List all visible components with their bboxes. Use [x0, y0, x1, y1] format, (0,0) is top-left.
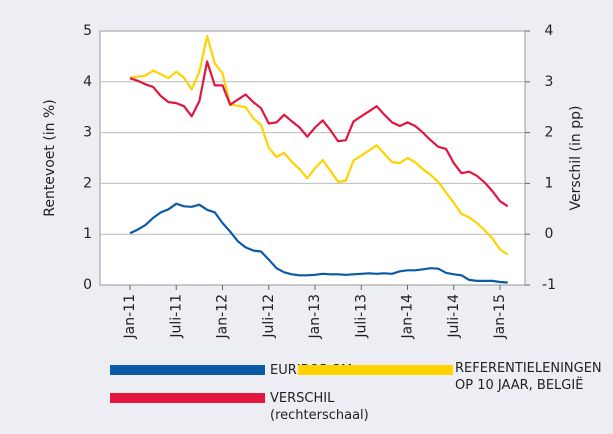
legend-label: VERSCHIL (rechterschaal) [270, 391, 369, 423]
y-tick-label: 5 [83, 23, 92, 39]
legend-label: REFERENTIELENINGEN OP 10 JAAR, BELGIË [455, 361, 602, 393]
x-tick-label: Juli-12 [261, 294, 277, 339]
y2-tick-label: 4 [545, 23, 554, 39]
x-tick-label: Juli-13 [353, 294, 369, 339]
series-line [129, 202, 508, 284]
y-tick-label: 3 [83, 125, 92, 141]
y2-tick-label: 3 [545, 74, 554, 90]
x-tick-label: Jan-13 [307, 294, 323, 339]
legend-swatch [110, 365, 265, 375]
legend-swatch [110, 393, 265, 403]
x-tick-label: Juli-11 [168, 294, 184, 339]
y2-axis-title: Verschil (in pp) [568, 106, 584, 211]
x-tick-label: Jan-12 [215, 294, 231, 339]
legend-swatch [298, 365, 453, 375]
y-tick-label: 4 [83, 74, 92, 90]
y2-tick-label: 2 [545, 125, 554, 141]
plot-area [99, 30, 526, 286]
x-tick-label: Jan-14 [400, 294, 416, 340]
y2-tick-label: 1 [545, 175, 554, 191]
x-tick-label: Jan-11 [122, 294, 138, 339]
y2-tick-label: -1 [542, 277, 556, 293]
series-line [129, 35, 509, 256]
x-tick-label: Juli-14 [446, 294, 462, 339]
x-tick-label: Jan-15 [492, 294, 508, 339]
y-tick-label: 0 [83, 277, 92, 293]
series-line [129, 60, 509, 208]
y-tick-label: 1 [83, 226, 92, 242]
y-axis-title: Rentevoet (in %) [42, 99, 58, 217]
y-tick-label: 2 [83, 175, 92, 191]
y2-tick-label: 0 [545, 226, 554, 242]
